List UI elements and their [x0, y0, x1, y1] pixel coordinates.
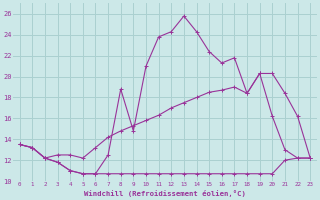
X-axis label: Windchill (Refroidissement éolien,°C): Windchill (Refroidissement éolien,°C) — [84, 190, 246, 197]
